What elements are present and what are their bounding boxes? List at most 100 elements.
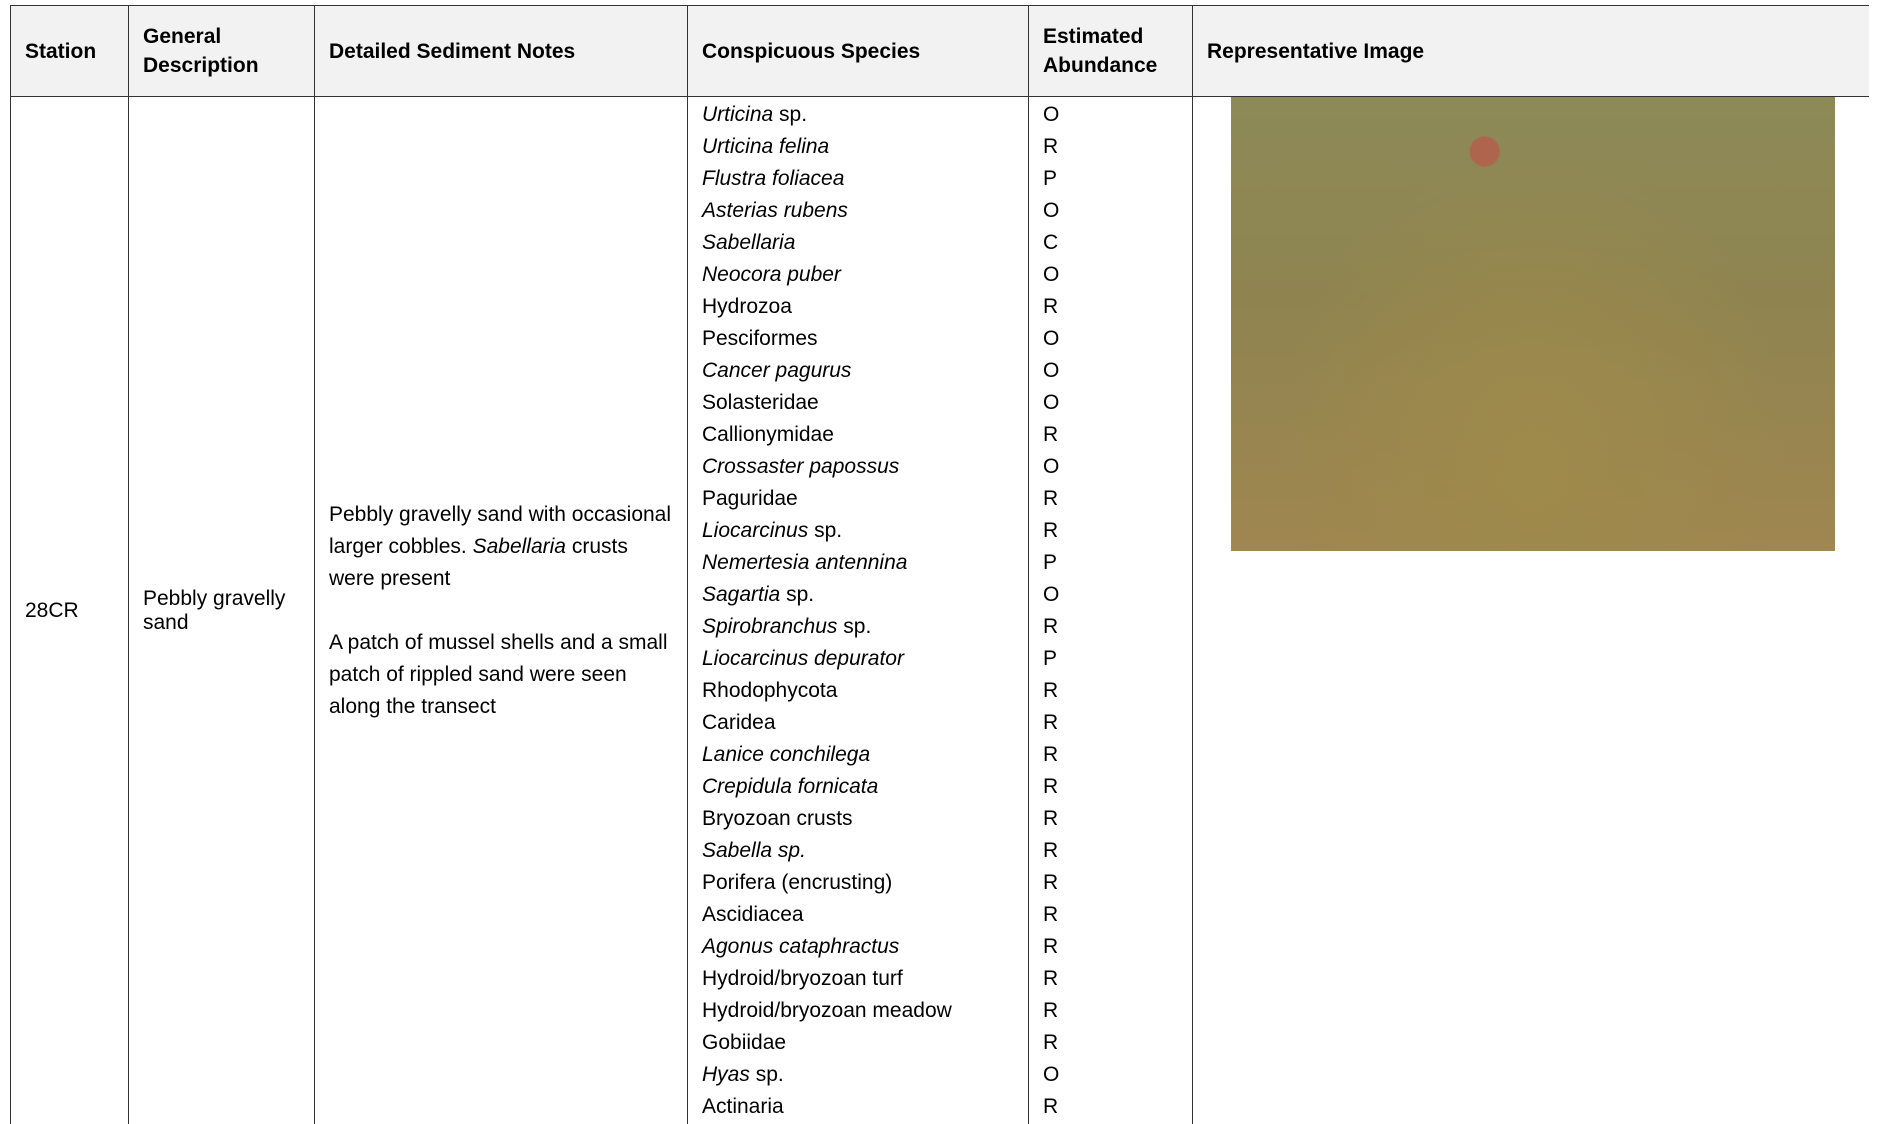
abundance: P xyxy=(1043,647,1058,670)
abundance: R xyxy=(1043,935,1059,958)
species-line: Hydroid/bryozoan turf xyxy=(702,963,1014,995)
species-line: Lanice conchilega xyxy=(702,739,1014,771)
species-cell: Urticina sp. Urticina felina Flustra folia… xyxy=(687,96,1029,1124)
species-line: Cancer pagurus xyxy=(702,355,1014,387)
notes-cell: Pebbly gravelly sand with occasional lar… xyxy=(314,96,688,1124)
species-name: Spirobranchus xyxy=(702,615,838,638)
abundance: R xyxy=(1043,999,1059,1022)
abundance: R xyxy=(1043,679,1059,702)
species-name: Agonus cataphractus xyxy=(702,935,900,958)
abundance: O xyxy=(1043,1063,1060,1086)
survey-table: Station General Description Detailed Sedim… xyxy=(10,5,1869,1124)
species-name: Crossaster papossus xyxy=(702,455,900,478)
species-name: Actinaria xyxy=(702,1095,784,1118)
species-line: Sabella sp. xyxy=(702,835,1014,867)
abundance: O xyxy=(1043,263,1060,286)
species-line: Gobiidae xyxy=(702,1027,1014,1059)
species-suffix: sp. xyxy=(814,519,843,542)
abundance: R xyxy=(1043,295,1059,318)
species-line: Asterias rubens xyxy=(702,195,1014,227)
species-line: Urticina felina xyxy=(702,131,1014,163)
species-name: Gobiidae xyxy=(702,1031,787,1054)
column-header: Conspicuous Species xyxy=(687,5,1029,97)
species-name: Asterias rubens xyxy=(702,199,848,222)
abundance: R xyxy=(1043,487,1059,510)
species-line: Bryozoan crusts xyxy=(702,803,1014,835)
species-line: Pesciformes xyxy=(702,323,1014,355)
species-line: Caridea xyxy=(702,707,1014,739)
abundance: P xyxy=(1043,167,1058,190)
abundance: R xyxy=(1043,423,1059,446)
species-line: Hydrozoa xyxy=(702,291,1014,323)
abundance: R xyxy=(1043,519,1059,542)
description: Pebbly gravelly sand xyxy=(143,587,286,634)
column-header: Estimated Abundance xyxy=(1028,5,1193,97)
page: Station General Description Detailed Sedim… xyxy=(10,5,1869,1124)
species-name: Liocarcinus xyxy=(702,519,809,542)
species-line: Liocarcinus depurator xyxy=(702,643,1014,675)
species-line: Spirobranchus sp. xyxy=(702,611,1014,643)
species-name: Sagartia xyxy=(702,583,781,606)
species-line: Sagartia sp. xyxy=(702,579,1014,611)
station: 28CR xyxy=(25,599,79,622)
abundance: R xyxy=(1043,615,1059,638)
species-name: Sabella sp. xyxy=(702,839,806,862)
data-row: 28CR Pebbly gravelly sand Pebbly gravell… xyxy=(10,96,1869,1124)
species-name: Bryozoan crusts xyxy=(702,807,853,830)
abundance: R xyxy=(1043,775,1059,798)
species-name: Paguridae xyxy=(702,487,798,510)
species-line: Neocora puber xyxy=(702,259,1014,291)
note-paragraph: A patch of mussel shells and a small pat… xyxy=(329,627,673,723)
species-name: Porifera (encrusting) xyxy=(702,871,893,894)
species-name: Hydroid/bryozoan turf xyxy=(702,967,903,990)
column-header: Detailed Sediment Notes xyxy=(314,5,688,97)
species-name: Neocora puber xyxy=(702,263,841,286)
species-line: Agonus cataphractus xyxy=(702,931,1014,963)
species-name: Nemertesia antennina xyxy=(702,551,908,574)
species-name: Pesciformes xyxy=(702,327,818,350)
species-suffix: sp. xyxy=(786,583,815,606)
species-name: Urticina xyxy=(702,103,774,126)
abundance: P xyxy=(1043,551,1058,574)
species-line: Rhodophycota xyxy=(702,675,1014,707)
species-line: Sabellaria xyxy=(702,227,1014,259)
note-text: crusts were present xyxy=(329,535,628,590)
species-line: Hydroid/bryozoan meadow xyxy=(702,995,1014,1027)
species-suffix: sp. xyxy=(779,103,808,126)
note-paragraph: Pebbly gravelly sand with occasional lar… xyxy=(329,499,673,595)
species-line: Hyas sp. xyxy=(702,1059,1014,1091)
species-name: Callionymidae xyxy=(702,423,834,446)
abundance: R xyxy=(1043,711,1059,734)
species-name: Ascidiacea xyxy=(702,903,804,926)
abundance: R xyxy=(1043,903,1059,926)
column-header: General Description xyxy=(128,5,315,97)
species-suffix: sp. xyxy=(755,1063,784,1086)
abundance: R xyxy=(1043,807,1059,830)
header-row: Station General Description Detailed Sedim… xyxy=(10,5,1869,97)
species-name: Solasteridae xyxy=(702,391,819,414)
species-name: Crepidula fornicata xyxy=(702,775,879,798)
abundance: R xyxy=(1043,135,1059,158)
species-line: Paguridae xyxy=(702,483,1014,515)
station-cell: 28CR xyxy=(10,96,129,1124)
abundance: R xyxy=(1043,1031,1059,1054)
species-line: Crossaster papossus xyxy=(702,451,1014,483)
species-name: Sabellaria xyxy=(702,231,796,254)
column-header: Station xyxy=(10,5,129,97)
abundance: O xyxy=(1043,583,1060,606)
abundance: O xyxy=(1043,199,1060,222)
column-header: Representative Image xyxy=(1192,5,1869,97)
species-line: Urticina sp. xyxy=(702,99,1014,131)
species-name: Flustra foliacea xyxy=(702,167,845,190)
species-name: Hydrozoa xyxy=(702,295,792,318)
species-line: Crepidula fornicata xyxy=(702,771,1014,803)
note-text: Sabellaria xyxy=(472,535,566,558)
abundance: R xyxy=(1043,967,1059,990)
species-suffix: sp. xyxy=(843,615,872,638)
abundance: R xyxy=(1043,743,1059,766)
species-line: Flustra foliacea xyxy=(702,163,1014,195)
species-name: Rhodophycota xyxy=(702,679,838,702)
abundance: C xyxy=(1043,231,1059,254)
species-line: Porifera (encrusting) xyxy=(702,867,1014,899)
abundance: R xyxy=(1043,1095,1059,1118)
